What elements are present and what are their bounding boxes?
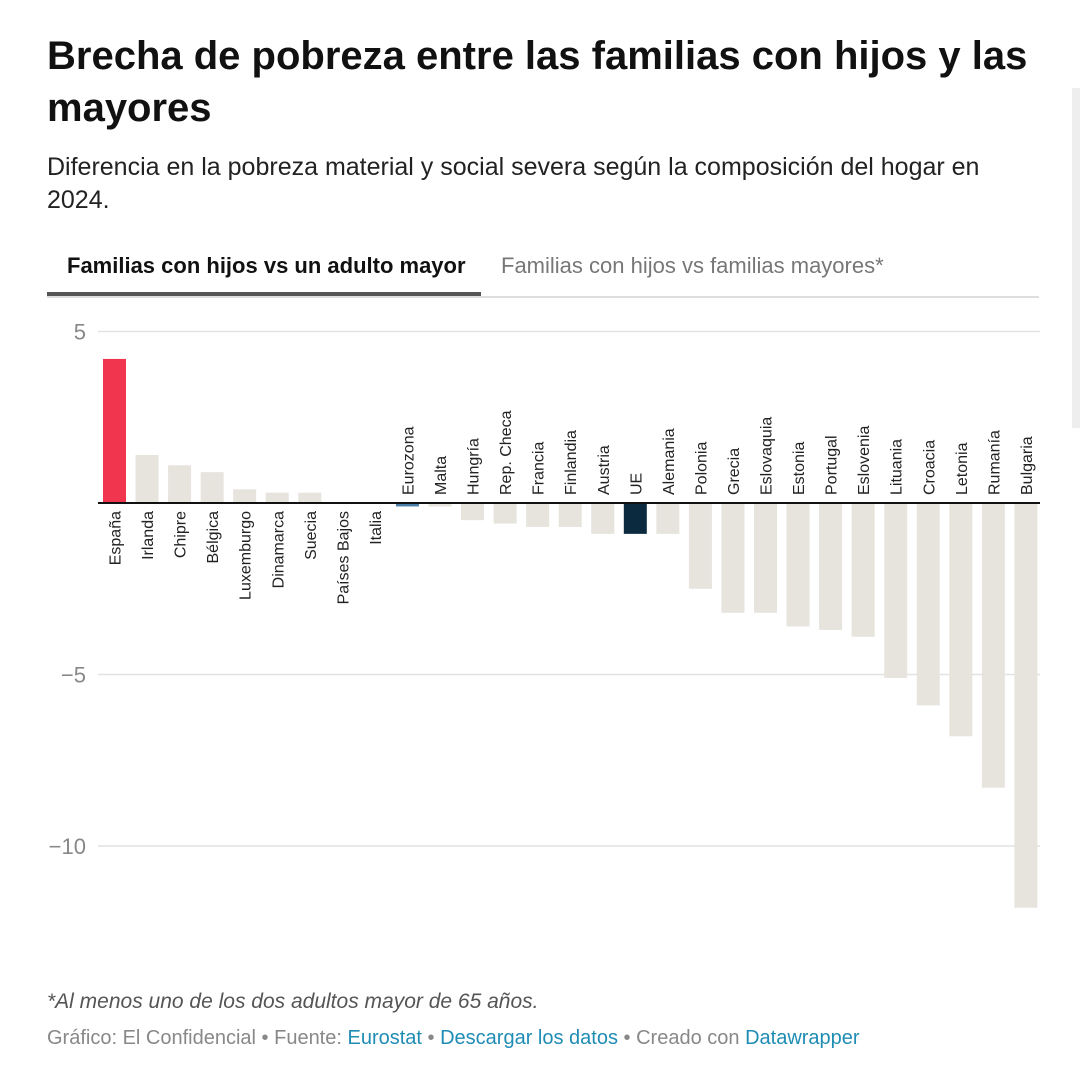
category-label: Eslovaquia: [759, 417, 776, 495]
bar-17: [656, 503, 680, 534]
category-label: Austria: [596, 445, 613, 495]
bar-18: [688, 503, 712, 589]
bar-19: [721, 503, 745, 613]
bar-11: [461, 503, 485, 521]
category-label: Malta: [433, 456, 450, 495]
bar-22: [819, 503, 843, 630]
y-tick-label: 5: [74, 320, 86, 345]
category-label: Eurozona: [400, 426, 417, 495]
category-label: Croacia: [921, 440, 938, 495]
credits-made-with: • Creado con: [623, 1027, 740, 1049]
category-label: Letonia: [954, 442, 971, 495]
tab-familias-adulto-mayor[interactable]: Familias con hijos vs un adulto mayor: [47, 250, 481, 296]
y-tick-label: −10: [49, 834, 86, 859]
bar-12: [493, 503, 517, 524]
bar-23: [851, 503, 875, 637]
bar-20: [754, 503, 777, 613]
bars: [98, 358, 1040, 908]
scrollbar[interactable]: [1072, 88, 1080, 428]
bar-14: [558, 503, 582, 528]
category-label: Finlandia: [563, 430, 580, 495]
bar-2: [168, 465, 192, 503]
bar-21: [786, 503, 810, 627]
category-label: Italia: [368, 511, 385, 545]
bar-chart: 5 −5 −10 España Irlanda Chipre Bélgica Luxembu…: [49, 320, 1040, 908]
bar-16: [623, 503, 647, 534]
credits-separator: •: [427, 1027, 435, 1049]
category-label: Irlanda: [140, 511, 157, 560]
category-label: Francia: [531, 442, 548, 495]
bar-1: [135, 454, 159, 503]
bar-9: [395, 503, 419, 507]
tab-bar-divider: [47, 296, 1039, 298]
bar-13: [526, 503, 550, 528]
credits: Gráfico: El Confidencial • Fuente: Euros…: [47, 1027, 860, 1050]
download-data-link[interactable]: Descargar los datos: [440, 1027, 618, 1049]
bar-28: [1014, 503, 1038, 908]
category-label: Países Bajos: [335, 511, 352, 604]
category-label: Lituania: [889, 439, 906, 495]
y-tick-label: −5: [61, 663, 86, 688]
chart-title: Brecha de pobreza entre las familias con…: [47, 34, 1028, 130]
category-label: Luxemburgo: [238, 511, 255, 600]
credits-prefix: Gráfico: El Confidencial • Fuente:: [47, 1027, 342, 1049]
category-label: Estonia: [791, 442, 808, 495]
source-link[interactable]: Eurostat: [347, 1027, 422, 1049]
bar-6: [298, 492, 322, 503]
category-label: Bélgica: [205, 511, 222, 564]
bar-25: [916, 503, 940, 706]
category-label: Rumanía: [986, 430, 1003, 495]
category-label: España: [108, 511, 125, 565]
category-label: Chipre: [173, 511, 190, 558]
grid-lines: 5 −5 −10: [49, 320, 1040, 859]
datawrapper-link[interactable]: Datawrapper: [745, 1027, 860, 1049]
bar-27: [981, 503, 1005, 788]
bar-26: [949, 503, 973, 737]
bar-24: [884, 503, 908, 678]
category-label: Bulgaria: [1019, 436, 1036, 495]
category-label: Dinamarca: [270, 511, 287, 588]
category-label: Rep. Checa: [498, 410, 515, 495]
bar-3: [200, 472, 224, 503]
category-label: UE: [628, 473, 645, 495]
category-label: Grecia: [726, 448, 743, 495]
bar-0: [103, 358, 126, 503]
bar-15: [591, 503, 615, 534]
footnote: *Al menos uno de los dos adultos mayor d…: [47, 990, 539, 1013]
bar-5: [265, 492, 289, 503]
category-label: Polonia: [693, 442, 710, 495]
bar-10: [428, 503, 452, 507]
category-label: Suecia: [303, 511, 320, 560]
category-labels: España Irlanda Chipre Bélgica Luxemburgo Dina…: [108, 410, 1036, 604]
category-label: Hungría: [466, 438, 483, 495]
category-label: Eslovenia: [856, 426, 873, 495]
category-label: Portugal: [824, 435, 841, 495]
tab-familias-mayores[interactable]: Familias con hijos vs familias mayores*: [501, 253, 884, 278]
chart-subtitle: Diferencia en la pobreza material y soci…: [47, 153, 980, 214]
category-label: Alemania: [661, 428, 678, 495]
bar-4: [233, 489, 257, 503]
